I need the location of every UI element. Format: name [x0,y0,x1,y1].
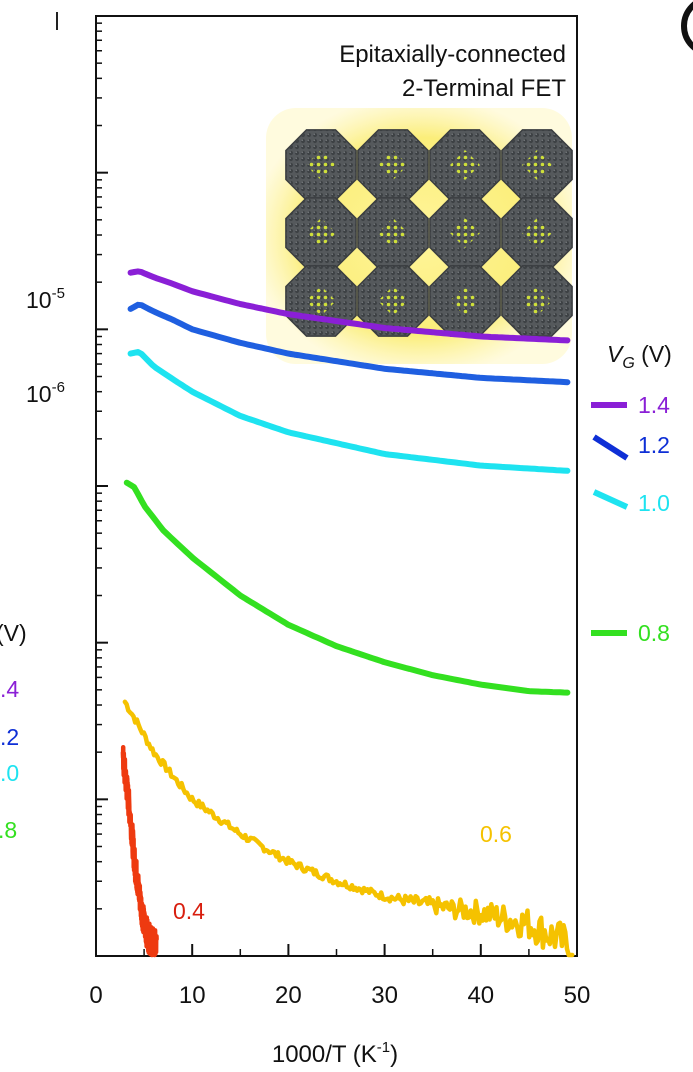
series-label-0.6: 0.6 [480,821,512,847]
nanocrystal-facet [522,218,552,248]
y-tick-label: 10-6 [26,379,65,407]
series-label-0.4: 0.4 [173,898,205,924]
legend: VG (V) 1.4 1.2 1.0 0.8 [591,341,672,646]
panel-badge [681,1,693,51]
nanocrystal-facet [378,150,408,180]
left-legend-item: .2 [0,724,19,750]
nanocrystal-facet [450,150,480,180]
nanocrystal-facet [522,150,552,180]
nanocrystal-facet [306,218,336,248]
left-legend-item: .8 [0,817,17,843]
left-legend-item: .4 [0,676,19,702]
inset-caption-line2: 2-Terminal FET [402,75,566,102]
x-axis-label: 1000/T (K-1) [272,1039,398,1068]
left-partial-legend: (V) .4 .2 .0 .8 [0,12,58,843]
legend-label-1.0: 1.0 [638,490,670,516]
x-tick-label: 10 [179,982,206,1009]
x-tick-label: 20 [275,982,302,1009]
nanocrystal-facet [378,286,408,316]
y-axis [96,15,108,957]
x-tick-label: 50 [564,982,591,1009]
nanocrystal-facet [306,150,336,180]
series-line-1.0 [127,349,571,474]
series-line-1.2 [127,301,571,386]
nanocrystal-inset-image [266,108,573,364]
series-line-0.6 [122,699,575,958]
series-line-1.4 [127,268,571,344]
y-tick-label: 10-5 [26,285,65,313]
inset-caption-line1: Epitaxially-connected [339,41,566,68]
x-tick-label: 0 [89,982,102,1009]
legend-label-1.4: 1.4 [638,392,670,418]
series-layer [120,268,575,958]
nanocrystal-facet [450,218,480,248]
nanocrystal-facet [306,286,336,316]
x-axis: 0 10 20 30 40 50 [89,944,590,1009]
legend-swatch-1.2 [592,434,629,461]
series-line-0.8 [123,479,571,696]
x-tick-label: 30 [371,982,398,1009]
series-line-0.4 [120,744,159,958]
x-tick-label: 40 [467,982,494,1009]
legend-title: VG (V) [607,341,672,372]
nanocrystal-facet [450,286,480,316]
nanocrystal-facet [522,286,552,316]
left-legend-item: .0 [0,760,19,786]
legend-swatch-1.0 [592,489,629,510]
left-panel-edge-mark [56,12,58,30]
legend-label-0.8: 0.8 [638,620,670,646]
legend-label-1.2: 1.2 [638,432,670,458]
nanocrystal-facet [378,218,408,248]
left-legend-title: (V) [0,620,27,646]
